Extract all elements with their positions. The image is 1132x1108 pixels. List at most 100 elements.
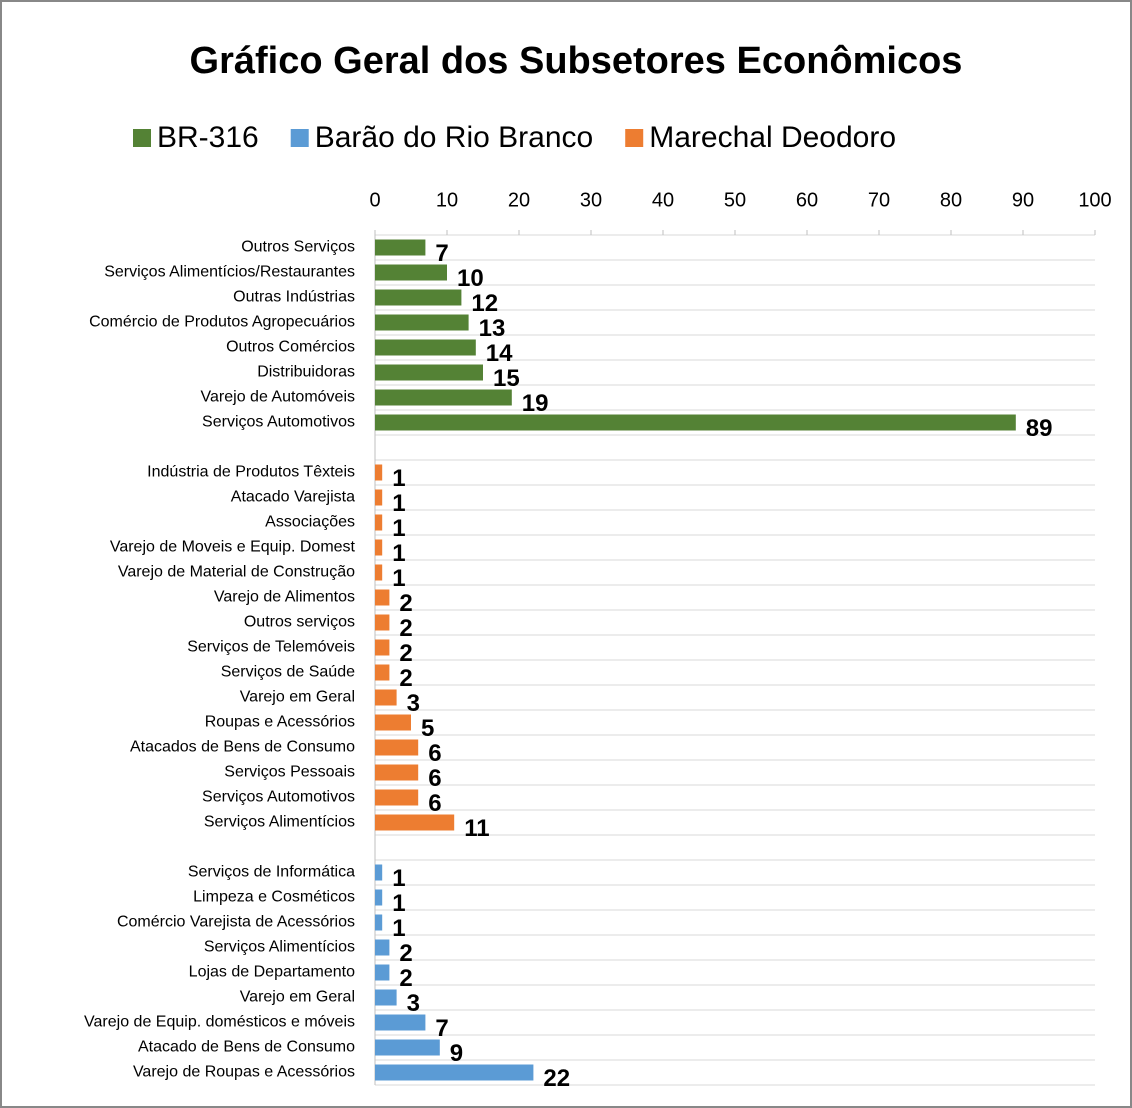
data-label: 5 <box>421 715 434 742</box>
y-tick-label: Varejo em Geral <box>240 689 355 706</box>
bar <box>375 239 426 256</box>
bar <box>375 714 411 731</box>
x-tick-label: 70 <box>868 189 890 211</box>
bar <box>375 1064 534 1081</box>
bar <box>375 489 383 506</box>
x-tick-label: 50 <box>724 189 746 211</box>
bar <box>375 664 390 681</box>
x-tick-label: 80 <box>940 189 962 211</box>
bar <box>375 539 383 556</box>
bar <box>375 414 1016 431</box>
x-tick-label: 30 <box>580 189 602 211</box>
y-tick-label: Varejo de Alimentos <box>214 589 355 606</box>
y-tick-label: Varejo de Roupas e Acessórios <box>133 1064 355 1081</box>
bar <box>375 314 469 331</box>
y-tick-label: Atacados de Bens de Consumo <box>130 739 355 756</box>
bar <box>375 964 390 981</box>
bar <box>375 364 483 381</box>
bar <box>375 464 383 481</box>
data-label: 13 <box>479 315 506 342</box>
bar <box>375 939 390 956</box>
data-label: 1 <box>392 540 405 567</box>
data-label: 2 <box>399 590 412 617</box>
bar <box>375 289 462 306</box>
y-tick-label: Atacado Varejista <box>231 489 355 506</box>
legend-label: Marechal Deodoro <box>649 121 896 154</box>
data-label: 3 <box>407 690 420 717</box>
legend-swatch <box>133 129 151 147</box>
y-tick-label: Serviços Pessoais <box>224 764 355 781</box>
legend-swatch <box>625 129 644 147</box>
data-label: 15 <box>493 365 520 392</box>
y-tick-label: Limpeza e Cosméticos <box>193 889 355 906</box>
data-label: 1 <box>392 515 405 542</box>
data-label: 6 <box>428 765 441 792</box>
bar <box>375 614 390 631</box>
legend-swatch <box>290 129 309 147</box>
y-tick-label: Associações <box>265 514 355 531</box>
y-tick-label: Serviços Automotivos <box>202 789 355 806</box>
y-tick-label: Outras Indústrias <box>233 289 355 306</box>
y-tick-label: Serviços de Saúde <box>221 664 355 681</box>
bar <box>375 789 419 806</box>
data-label: 2 <box>399 940 412 967</box>
data-label: 6 <box>428 740 441 767</box>
data-label: 1 <box>392 865 405 892</box>
y-tick-label: Comércio Varejista de Acessórios <box>117 914 355 931</box>
bar <box>375 264 447 281</box>
data-label: 7 <box>435 240 448 267</box>
data-label: 7 <box>435 1015 448 1042</box>
data-label: 1 <box>392 890 405 917</box>
data-label: 10 <box>457 265 484 292</box>
bar <box>375 914 383 931</box>
y-tick-label: Varejo de Equip. domésticos e móveis <box>84 1014 355 1031</box>
x-tick-label: 90 <box>1012 189 1034 211</box>
bar <box>375 989 397 1006</box>
y-tick-label: Lojas de Departamento <box>189 964 355 981</box>
data-label: 2 <box>399 640 412 667</box>
bar <box>375 739 419 756</box>
y-tick-label: Varejo em Geral <box>240 989 355 1006</box>
y-tick-label: Outros Serviços <box>241 239 355 256</box>
y-tick-label: Serviços de Informática <box>188 864 355 881</box>
bar <box>375 589 390 606</box>
data-label: 22 <box>543 1065 570 1092</box>
y-tick-label: Indústria de Produtos Têxteis <box>147 464 355 481</box>
legend-label: Barão do Rio Branco <box>315 121 594 154</box>
y-tick-label: Serviços Alimentícios <box>204 814 355 831</box>
bar <box>375 514 383 531</box>
y-tick-label: Serviços de Telemóveis <box>187 639 355 656</box>
data-label: 19 <box>522 390 549 417</box>
bar <box>375 689 397 706</box>
x-tick-label: 100 <box>1078 189 1111 211</box>
data-label: 2 <box>399 665 412 692</box>
data-label: 11 <box>464 815 489 842</box>
y-tick-label: Varejo de Moveis e Equip. Domest <box>110 539 356 556</box>
data-label: 2 <box>399 965 412 992</box>
bar <box>375 339 476 356</box>
y-tick-label: Comércio de Produtos Agropecuários <box>89 314 355 331</box>
y-tick-label: Serviços Automotivos <box>202 414 355 431</box>
data-label: 3 <box>407 990 420 1017</box>
bar <box>375 389 512 406</box>
y-tick-label: Outros Comércios <box>226 339 355 356</box>
y-tick-label: Varejo de Material de Construção <box>118 564 355 581</box>
x-tick-label: 20 <box>508 189 530 211</box>
data-label: 1 <box>392 915 405 942</box>
data-label: 1 <box>392 490 405 517</box>
bar <box>375 1014 426 1031</box>
bar <box>375 814 455 831</box>
y-tick-label: Serviços Alimentícios/Restaurantes <box>104 264 355 281</box>
x-tick-label: 0 <box>369 189 380 211</box>
x-tick-label: 10 <box>436 189 458 211</box>
y-tick-label: Outros serviços <box>244 614 355 631</box>
data-label: 89 <box>1026 415 1053 442</box>
x-tick-label: 40 <box>652 189 674 211</box>
bar <box>375 639 390 656</box>
data-label: 1 <box>392 565 405 592</box>
data-label: 1 <box>392 465 405 492</box>
bar <box>375 764 419 781</box>
data-label: 9 <box>450 1040 463 1067</box>
